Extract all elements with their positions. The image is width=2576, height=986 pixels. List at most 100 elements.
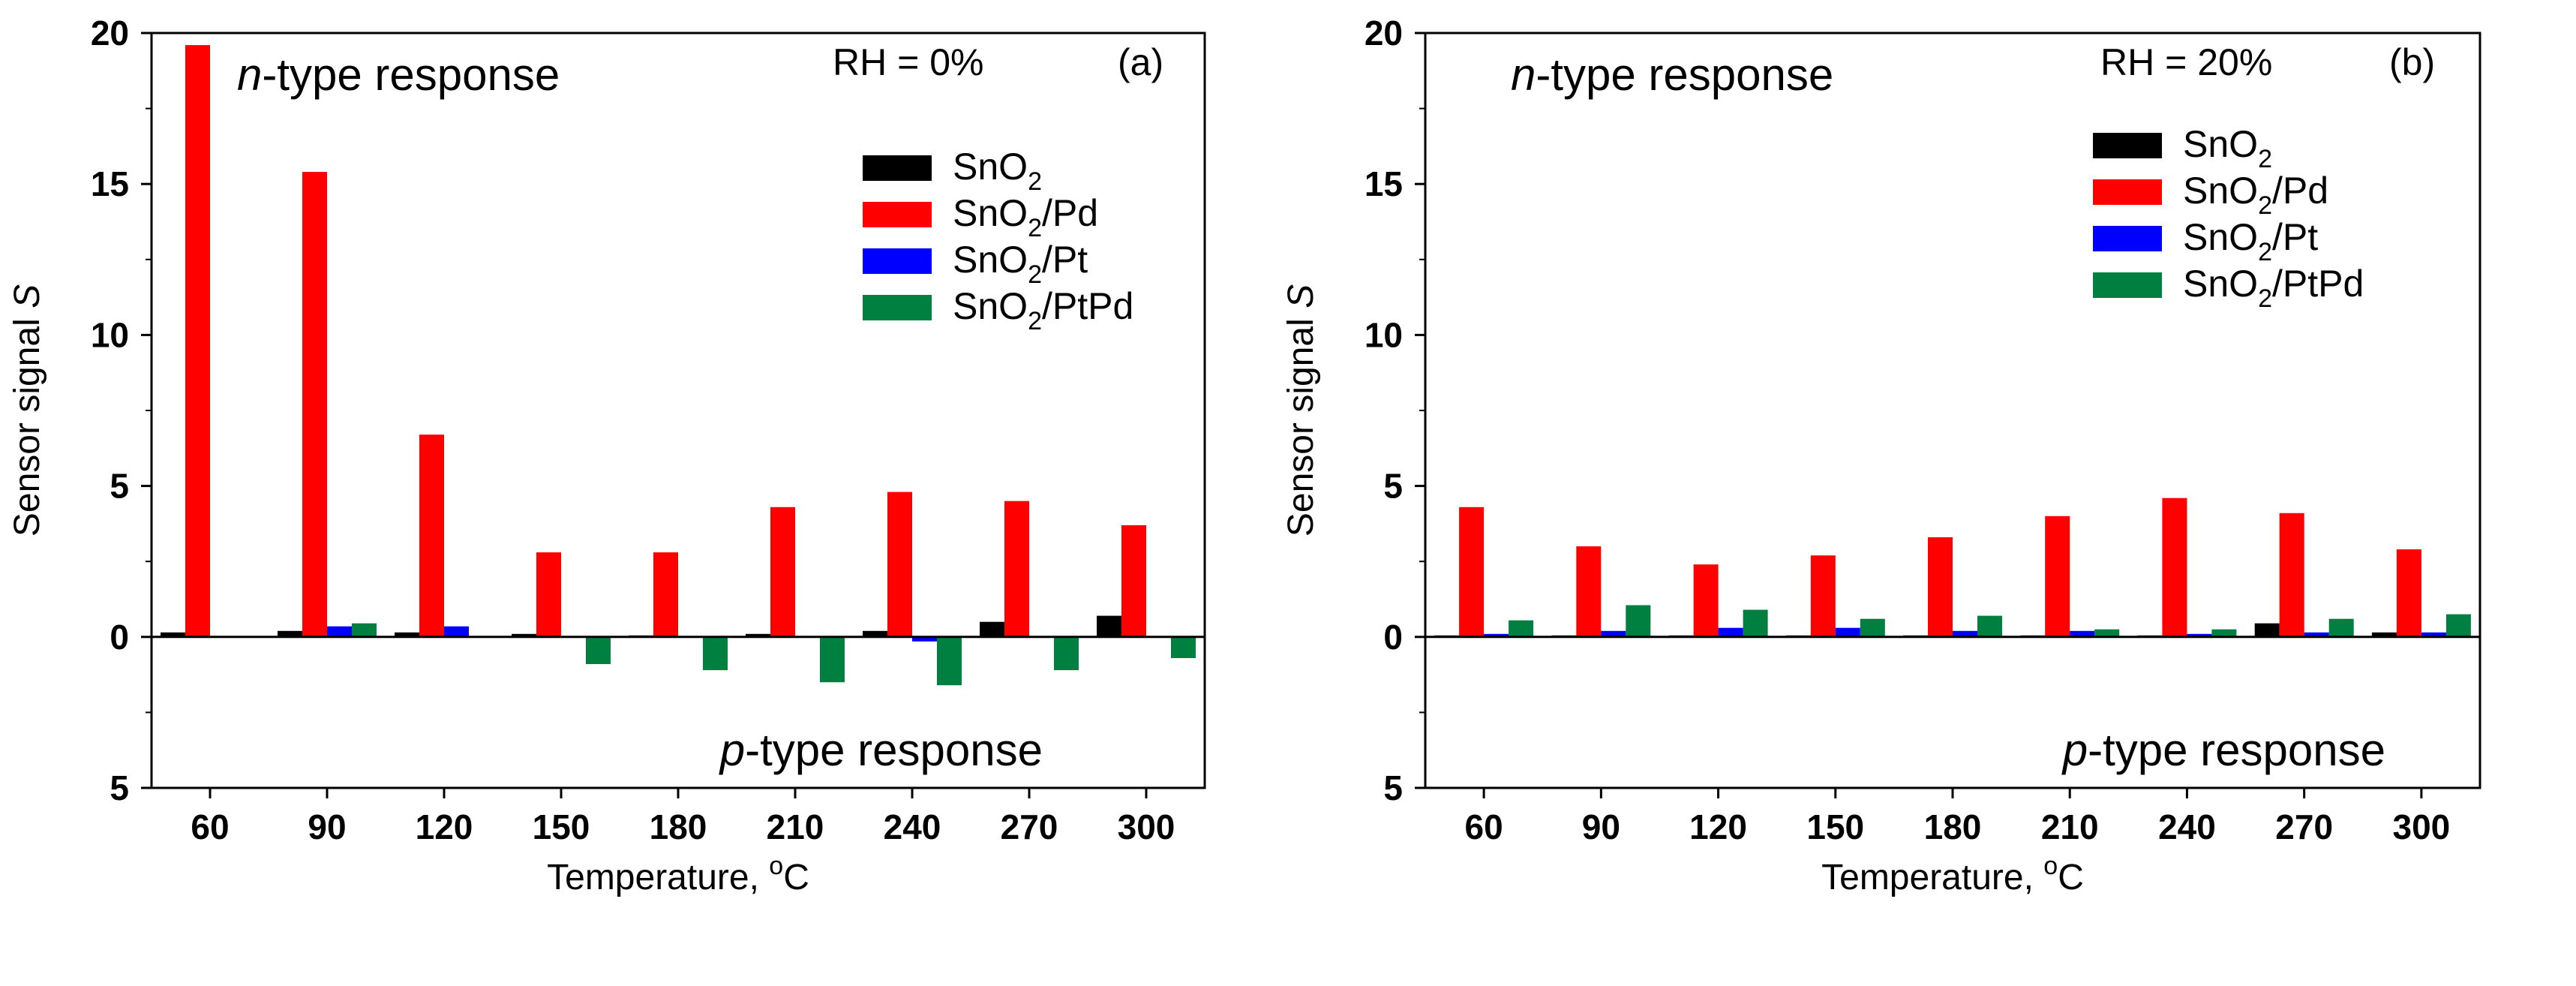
legend-entry-SnO2/PtPd: SnO2/PtPd — [953, 285, 1133, 335]
y-axis-label-symbol: S — [8, 284, 47, 308]
bar-SnO2/PtPd-300 — [1171, 636, 1196, 658]
bar-SnO2-150 — [512, 633, 536, 637]
bar-SnO2/Pd-120 — [1693, 564, 1719, 637]
legend-base: SnO — [953, 239, 1028, 281]
bar-SnO2/Pd-300 — [1121, 525, 1146, 637]
annot-rest: -type response — [262, 50, 560, 100]
n-type-annotation: n-type response — [1511, 50, 1833, 100]
legend-swatch-SnO2/Pt — [2093, 226, 2162, 251]
bar-SnO2/PtPd-240 — [2211, 629, 2237, 637]
legend-sub: 2 — [1028, 307, 1042, 335]
bar-SnO2/Pd-90 — [1576, 546, 1602, 637]
legend-sub: 2 — [1028, 214, 1042, 242]
x-tick-label: 90 — [308, 807, 346, 846]
x-tick-label: 270 — [2275, 807, 2333, 846]
annot-rest: -type response — [1536, 50, 1833, 100]
bar-SnO2/PtPd-270 — [1054, 636, 1079, 671]
bar-SnO2/PtPd-240 — [937, 636, 962, 686]
legend-base: SnO — [2183, 263, 2258, 305]
annot-italic: n — [1511, 50, 1536, 100]
x-tick-label: 210 — [767, 807, 824, 846]
y-tick-label: 5 — [110, 467, 129, 506]
bar-SnO2-270 — [980, 621, 1004, 637]
legend-swatch-SnO2 — [2093, 133, 2162, 158]
bar-SnO2-300 — [1097, 615, 1121, 637]
legend-sub: 2 — [2258, 284, 2272, 313]
x-axis-label-sup: o — [769, 852, 783, 880]
legend-base: SnO — [953, 285, 1028, 327]
y-tick-label: 20 — [91, 14, 129, 53]
bar-SnO2/PtPd-180 — [703, 636, 728, 671]
legend-suffix: /PtPd — [2272, 263, 2364, 305]
panel-b-series-2 — [1484, 627, 2446, 637]
legend-entry-SnO2: SnO2 — [953, 146, 1042, 196]
panel-label: (a) — [1118, 41, 1163, 83]
bar-SnO2/PtPd-210 — [2094, 629, 2120, 637]
bar-SnO2/PtPd-90 — [1626, 605, 1651, 637]
bar-SnO2/Pd-240 — [2162, 498, 2187, 637]
bar-SnO2/Pd-270 — [2279, 513, 2304, 637]
legend-swatch-SnO2/Pd — [2093, 179, 2162, 205]
x-tick-label: 210 — [2041, 807, 2099, 846]
bar-SnO2/Pd-300 — [2396, 549, 2421, 637]
bar-SnO2/Pd-150 — [536, 552, 561, 637]
bar-SnO2/Pt-60 — [1484, 633, 1509, 637]
bar-SnO2-270 — [2254, 623, 2280, 637]
legend-entry-SnO2/Pt: SnO2/Pt — [953, 239, 1088, 289]
y-axis-label: Sensor signal S — [1281, 284, 1321, 537]
bar-SnO2/Pt-300 — [2421, 632, 2446, 637]
x-tick-label: 90 — [1582, 807, 1620, 846]
panel-a-series-1 — [185, 45, 1146, 637]
legend-entry-SnO2/Pd: SnO2/Pd — [953, 192, 1098, 242]
legend-entry-SnO2/Pt: SnO2/Pt — [2183, 216, 2318, 266]
panel-a-series-0 — [161, 615, 1121, 637]
y-axis-label-text: Sensor signal — [8, 308, 47, 537]
x-tick-label: 60 — [1465, 807, 1503, 846]
x-tick-label: 180 — [650, 807, 707, 846]
bar-SnO2/PtPd-150 — [1860, 618, 1885, 637]
panel-label: (b) — [2389, 41, 2435, 83]
legend-swatch-SnO2/Pt — [863, 248, 932, 274]
bar-SnO2/PtPd-150 — [586, 636, 611, 664]
bar-SnO2/Pd-60 — [1459, 507, 1485, 637]
x-axis-label-unit: C — [783, 858, 809, 897]
legend-swatch-SnO2/Pd — [863, 202, 932, 227]
bar-SnO2/Pd-210 — [2045, 516, 2070, 637]
x-tick-label: 270 — [1001, 807, 1058, 846]
legend-swatch-SnO2 — [863, 155, 932, 181]
x-tick-label: 180 — [1924, 807, 1982, 846]
legend-suffix: /Pt — [2272, 216, 2318, 258]
bar-SnO2/PtPd-300 — [2445, 614, 2471, 637]
y-tick-label: 10 — [91, 315, 129, 354]
legend-entry-SnO2: SnO2 — [2183, 123, 2272, 173]
y-tick-label: 0 — [1383, 618, 1403, 657]
legend-sub: 2 — [1028, 260, 1042, 289]
bar-SnO2/Pd-180 — [1928, 537, 1953, 637]
x-axis-label-text: Temperature, — [547, 858, 769, 897]
y-tick-label: 5 — [110, 768, 129, 807]
bar-SnO2/Pt-270 — [2304, 632, 2329, 637]
bar-SnO2-210 — [746, 633, 770, 637]
annot-rest: -type response — [2088, 725, 2385, 775]
bar-SnO2/Pd-120 — [419, 434, 444, 637]
legend-sub: 2 — [2258, 238, 2272, 266]
legend-sub: 2 — [1028, 167, 1042, 196]
bar-SnO2/PtPd-90 — [352, 623, 377, 637]
y-tick-label: 0 — [110, 618, 129, 657]
annot-italic: n — [237, 50, 262, 100]
x-tick-label: 60 — [191, 807, 229, 846]
y-tick-label: 15 — [1365, 164, 1403, 203]
legend-suffix: /PtPd — [1042, 285, 1133, 327]
bar-SnO2/PtPd-60 — [1509, 620, 1534, 637]
x-tick-label: 150 — [1806, 807, 1864, 846]
bar-SnO2/Pd-180 — [653, 552, 678, 637]
y-tick-label: 10 — [1365, 315, 1403, 354]
bar-SnO2-120 — [395, 632, 419, 637]
legend-suffix: /Pd — [2272, 170, 2328, 212]
bar-SnO2/Pt-210 — [2070, 630, 2095, 637]
x-tick-label: 240 — [2158, 807, 2216, 846]
bar-SnO2-90 — [278, 630, 302, 637]
y-axis-label-text: Sensor signal — [1281, 308, 1321, 537]
bar-SnO2-60 — [161, 632, 185, 637]
